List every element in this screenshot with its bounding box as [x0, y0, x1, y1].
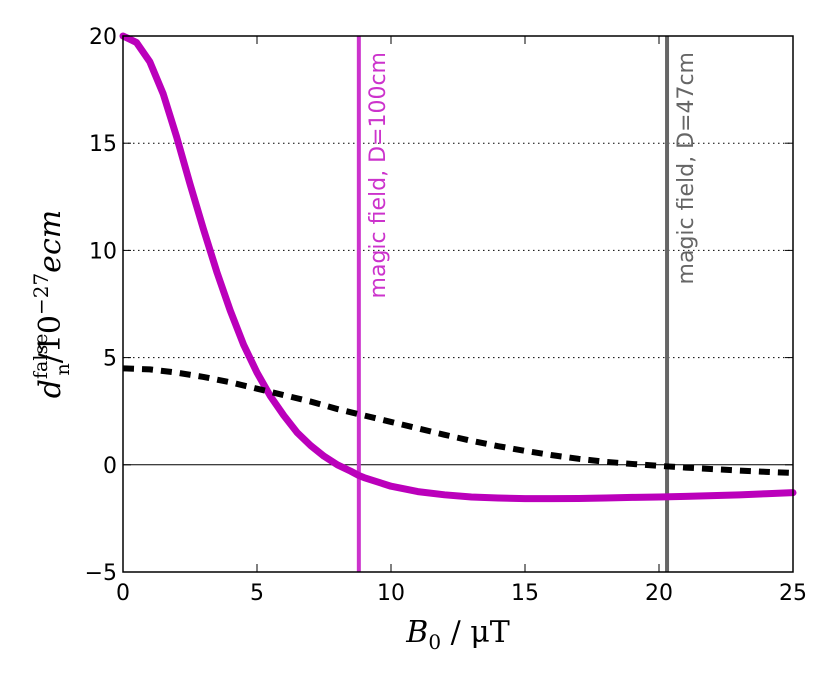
plot-frame — [122, 35, 794, 573]
svg-text:B0 / μT: B0 / μT — [405, 615, 509, 654]
x-tick-label: 10 — [377, 581, 405, 606]
y-tick-label: 5 — [103, 347, 117, 372]
magic-field-label: magic field, D=47cm — [674, 52, 699, 284]
x-tick-label: 15 — [511, 581, 539, 606]
y-tick-label: 15 — [89, 132, 117, 157]
y-tick-label: 0 — [103, 454, 117, 479]
x-tick-label: 5 — [250, 581, 264, 606]
y-tick-label: 20 — [89, 25, 117, 50]
magic-field-label: magic field, D=100cm — [366, 52, 391, 298]
x-tick-label: 25 — [779, 581, 807, 606]
x-tick-label: 20 — [645, 581, 673, 606]
x-axis-label: B0 / μT — [405, 615, 509, 654]
dashed-series-line — [122, 365, 794, 476]
solid-series-line — [119, 32, 797, 503]
x-tick-label: 0 — [116, 581, 130, 606]
magic-field-lines: magic field, D=100cm magic field, D=47cm — [356, 36, 699, 572]
y-tick-label: −5 — [85, 561, 117, 586]
svg-text:dfalsen/10−27ecm: dfalsen/10−27ecm — [29, 210, 74, 398]
data-series — [119, 32, 797, 503]
y-tick-label: 10 — [89, 239, 117, 264]
y-axis-label: dfalsen/10−27ecm — [29, 210, 74, 398]
grid-lines — [123, 142, 793, 359]
